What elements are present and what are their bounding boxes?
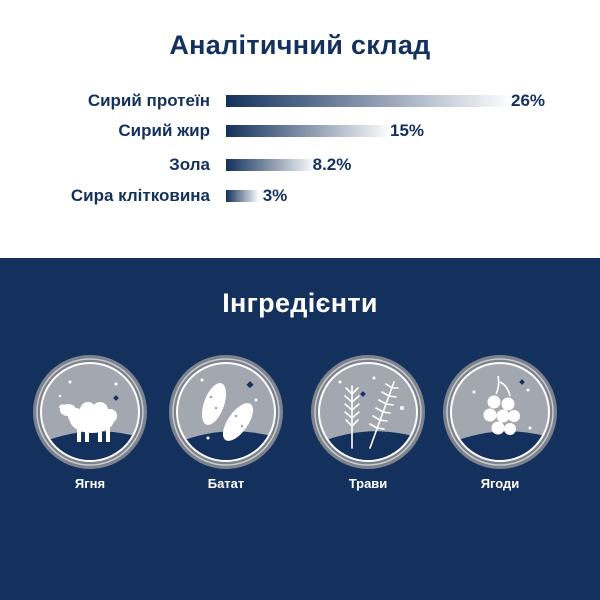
ingredient-label: Ягня	[74, 476, 106, 491]
ingredient-label: Батат	[207, 476, 245, 491]
herbs-icon	[311, 355, 425, 469]
ingredient-label: Трави	[348, 476, 388, 491]
composition-bar	[226, 190, 259, 202]
ingredients-title: Інгредієнти	[222, 288, 378, 318]
ingredient-label: Ягоди	[480, 476, 520, 491]
analytical-composition-section: Аналітичний склад Сирий протеїн 26% Сири…	[0, 0, 600, 258]
analytical-composition-title: Аналітичний склад	[169, 30, 431, 60]
ingredient-berries: Ягоди	[440, 352, 560, 512]
sweet-potato-icon	[169, 355, 283, 469]
ingredient-sweet-potato: Батат	[166, 352, 286, 512]
composition-bar	[226, 159, 316, 171]
composition-bar	[226, 95, 512, 107]
composition-row-fat: Сирий жир 15%	[0, 118, 600, 144]
composition-label: Сирий жир	[118, 121, 210, 140]
ingredient-lamb: Ягня	[30, 352, 150, 512]
composition-row-protein: Сирий протеїн 26%	[0, 88, 600, 114]
composition-bar	[226, 125, 391, 137]
ingredients-section: Інгредієнти	[0, 258, 600, 600]
composition-label: Сира клітковина	[70, 186, 210, 205]
composition-value: 26%	[510, 91, 546, 110]
composition-row-fiber: Сира клітковина 3%	[0, 183, 600, 209]
berries-icon	[443, 355, 557, 469]
ingredient-herbs: Трави	[308, 352, 428, 512]
composition-value: 15%	[389, 121, 425, 140]
composition-value: 8.2%	[312, 155, 352, 174]
composition-label: Зола	[169, 155, 210, 174]
lamb-icon	[33, 355, 147, 469]
composition-label: Сирий протеїн	[87, 91, 210, 110]
composition-row-ash: Зола 8.2%	[0, 152, 600, 178]
composition-value: 3%	[262, 186, 288, 205]
